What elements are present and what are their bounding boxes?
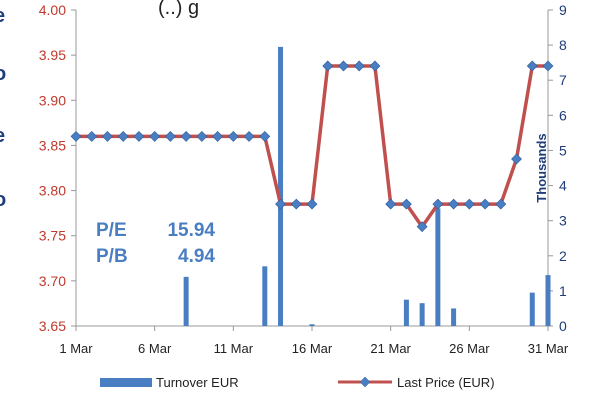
- x-tick-label: 16 Mar: [292, 341, 333, 356]
- x-tick-label: 21 Mar: [370, 341, 411, 356]
- price-marker: [70, 130, 82, 142]
- price-marker: [542, 60, 554, 72]
- x-tick-label: 26 Mar: [449, 341, 490, 356]
- left-tick-label: 3.80: [39, 183, 66, 199]
- price-line-series: [70, 60, 554, 233]
- turnover-bar: [545, 275, 551, 326]
- price-marker: [338, 60, 349, 72]
- price-marker: [400, 198, 412, 210]
- right-axis-label: Thousands: [534, 133, 549, 202]
- price-marker: [495, 198, 507, 210]
- pb-label: P/B: [96, 246, 128, 267]
- left-label-fragments: e o e o: [0, 5, 6, 211]
- price-marker: [479, 198, 491, 210]
- legend-swatch-turnover: [100, 378, 152, 387]
- price-marker: [432, 198, 444, 210]
- legend-label-price: Last Price (EUR): [397, 375, 495, 390]
- right-tick-label: 7: [559, 72, 567, 88]
- legend-swatch-price-marker: [359, 376, 371, 388]
- turnover-bar: [262, 266, 268, 326]
- left-tick-label: 3.85: [39, 137, 66, 153]
- x-axis-ticks: 1 Mar 6 Mar 11 Mar 16 Mar 21 Mar 26 Mar 31 Mar: [59, 326, 569, 356]
- turnover-bar: [419, 303, 425, 326]
- price-marker: [243, 130, 255, 142]
- right-tick-label: 5: [559, 142, 567, 158]
- price-marker: [117, 130, 129, 142]
- price-marker: [353, 60, 365, 72]
- x-tick-label: 31 Mar: [528, 341, 569, 356]
- left-label-fragment: o: [0, 189, 6, 211]
- price-marker: [259, 130, 271, 142]
- chart-title-fragment: (..) g: [158, 0, 199, 19]
- price-marker: [526, 60, 538, 72]
- left-tick-label: 3.75: [39, 228, 66, 244]
- price-marker: [227, 130, 239, 142]
- price-marker: [180, 130, 192, 142]
- turnover-bar: [403, 299, 409, 326]
- price-marker: [102, 130, 113, 142]
- turnover-bar: [451, 308, 457, 326]
- turnover-bar: [435, 208, 441, 326]
- right-tick-label: 2: [559, 248, 567, 264]
- price-marker: [86, 130, 98, 142]
- left-tick-label: 3.70: [39, 273, 66, 289]
- price-marker: [149, 130, 161, 142]
- pe-label: P/E: [96, 220, 127, 241]
- pe-value: 15.94: [167, 220, 215, 241]
- price-marker: [448, 198, 460, 210]
- right-tick-label: 8: [559, 37, 567, 53]
- price-marker: [164, 130, 176, 142]
- turnover-bar: [183, 276, 189, 326]
- turnover-bar: [529, 292, 535, 326]
- turnover-bar: [309, 324, 315, 326]
- price-marker: [369, 60, 381, 72]
- price-marker: [306, 198, 318, 210]
- right-tick-label: 3: [559, 213, 567, 229]
- left-label-fragment: o: [0, 63, 6, 85]
- pb-value: 4.94: [178, 246, 215, 267]
- price-marker: [463, 198, 475, 210]
- price-marker: [290, 198, 302, 210]
- right-axis-ticks: 0 1 2 3 4 5 6 7 8 9: [548, 2, 567, 334]
- turnover-bars: [183, 46, 551, 326]
- right-tick-label: 9: [559, 2, 567, 18]
- left-label-fragment: e: [0, 5, 5, 27]
- price-marker: [416, 221, 428, 233]
- x-tick-label: 6 Mar: [138, 341, 172, 356]
- legend: Turnover EUR Last Price (EUR): [100, 375, 495, 390]
- left-axis-ticks: 3.65 3.70 3.75 3.80 3.85 3.90 3.95 4.00: [39, 2, 76, 334]
- left-label-fragment: e: [0, 125, 5, 147]
- price-marker: [133, 130, 145, 142]
- price-marker: [322, 60, 334, 72]
- x-tick-label: 11 Mar: [214, 341, 254, 356]
- right-tick-label: 6: [559, 107, 567, 123]
- price-marker: [511, 153, 522, 165]
- left-tick-label: 4.00: [39, 2, 66, 18]
- right-tick-label: 0: [559, 318, 567, 334]
- left-tick-label: 3.65: [39, 318, 66, 334]
- price-marker: [385, 198, 397, 210]
- right-tick-label: 1: [559, 283, 567, 299]
- price-marker: [275, 198, 286, 210]
- price-marker: [212, 130, 224, 142]
- right-tick-label: 4: [559, 178, 567, 194]
- turnover-bar: [278, 46, 284, 326]
- legend-label-turnover: Turnover EUR: [156, 375, 239, 390]
- left-tick-label: 3.90: [39, 92, 66, 108]
- valuation-annotation: P/E 15.94 P/B 4.94: [96, 220, 215, 267]
- price-marker: [196, 130, 208, 142]
- left-tick-label: 3.95: [39, 47, 66, 63]
- x-tick-label: 1 Mar: [59, 341, 93, 356]
